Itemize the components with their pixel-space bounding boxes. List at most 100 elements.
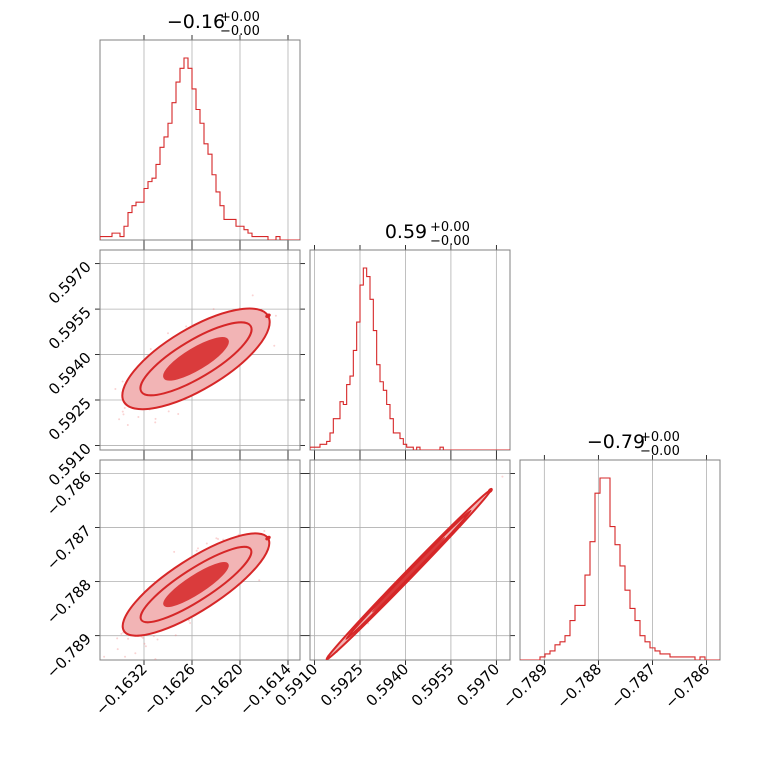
x-tick-label: −0.787 [607, 660, 659, 712]
sample-point [177, 413, 180, 416]
sample-point [152, 635, 155, 638]
contour-blob [265, 535, 271, 541]
param-title-err-minus: −0.00 [220, 24, 260, 39]
sample-point [167, 332, 169, 335]
histogram-panel-1: 0.59 +0.00−0.00 [309, 220, 511, 455]
param-title-1: 0.59 [385, 221, 427, 243]
scatter-panel-0-2 [95, 455, 305, 673]
y-tick-label: 0.5925 [45, 394, 95, 444]
sample-point [116, 637, 119, 640]
sample-point [149, 348, 152, 351]
histogram-line [100, 57, 300, 240]
contour-blob [487, 487, 493, 494]
sample-point [124, 655, 127, 658]
sample-point [121, 410, 124, 413]
scatter-content [319, 475, 504, 669]
sample-point [167, 410, 170, 413]
x-tick-label: −0.788 [553, 660, 605, 712]
y-tick-label: −0.787 [43, 522, 95, 574]
contour-inner [163, 562, 229, 608]
param-title-err-minus: −0.00 [640, 444, 680, 459]
sample-point [501, 475, 504, 478]
sample-point [273, 344, 276, 347]
sample-point [263, 529, 266, 532]
histogram-line [520, 477, 720, 660]
contour-blob [265, 313, 271, 319]
histogram-panel-0: −0.16+0.00−0.00 [99, 10, 301, 245]
sample-point [122, 413, 125, 416]
histogram-line [310, 267, 510, 450]
sample-point [215, 537, 218, 540]
x-tick-label: −0.786 [661, 660, 713, 712]
sample-point [123, 407, 126, 410]
y-tick-label: 0.5955 [45, 303, 95, 353]
param-title-0: −0.16 [167, 11, 225, 33]
panel-frame [309, 249, 511, 451]
sample-point [137, 416, 140, 419]
sample-point [258, 579, 261, 582]
panel-frame [519, 459, 721, 661]
sample-point [195, 549, 198, 552]
contour-inner [163, 337, 229, 381]
panel-frame [99, 249, 301, 451]
param-title-err-minus: −0.00 [430, 234, 470, 249]
sample-point [114, 387, 117, 390]
sample-point [189, 621, 192, 624]
sample-point [121, 380, 124, 383]
sample-point [154, 421, 157, 424]
sample-point [127, 637, 130, 640]
param-title-err-plus: +0.00 [220, 10, 260, 25]
scatter-panel-0-1 [95, 245, 305, 455]
x-tick-label: −0.1626 [140, 660, 199, 719]
sample-point [116, 648, 119, 651]
contour-inner [371, 536, 446, 613]
y-tick-label: −0.789 [43, 630, 95, 682]
param-title-value: −0.16 [167, 11, 225, 33]
sample-point [196, 547, 199, 550]
sample-point [205, 542, 208, 545]
sample-point [187, 619, 190, 622]
x-tick-label: −0.789 [499, 660, 551, 712]
sample-point [217, 538, 220, 541]
panel-frame [309, 459, 511, 661]
x-tick-label: 0.5955 [408, 660, 458, 710]
sample-point [120, 632, 123, 635]
sample-point [154, 658, 157, 660]
sample-point [115, 671, 117, 673]
param-title-err-plus: +0.00 [430, 220, 470, 235]
sample-point [174, 634, 177, 637]
scatter-content [95, 294, 277, 427]
x-tick-label: 0.5970 [453, 660, 503, 710]
x-tick-label: 0.5925 [317, 660, 367, 710]
sample-point [143, 642, 146, 645]
panel-frame [99, 39, 301, 241]
y-tick-label: 0.5970 [45, 258, 95, 308]
sample-point [185, 325, 188, 328]
sample-point [212, 308, 215, 311]
param-title-value: 0.59 [385, 221, 427, 243]
sample-point [134, 652, 137, 655]
sample-point [327, 659, 329, 660]
x-tick-label: −0.1620 [188, 660, 247, 719]
x-tick-label: 0.5940 [362, 660, 412, 710]
param-title-value: −0.79 [587, 431, 645, 453]
sample-point [126, 424, 129, 427]
y-tick-label: 0.5940 [45, 349, 95, 399]
param-title-err-plus: +0.00 [640, 430, 680, 445]
scatter-panel-1-2 [305, 455, 515, 669]
sample-point [251, 294, 254, 297]
sample-point [97, 633, 99, 635]
sample-point [320, 664, 322, 666]
sample-point [173, 550, 176, 553]
param-title-2: −0.79 [587, 431, 645, 453]
sample-point [144, 645, 147, 648]
x-tick-label: −0.1632 [92, 660, 151, 719]
panel-frame [99, 459, 301, 661]
sample-point [95, 413, 97, 415]
sample-point [274, 314, 277, 317]
sample-point [319, 667, 321, 669]
sample-point [118, 418, 121, 421]
sample-point [156, 638, 159, 641]
histogram-panel-2: −0.79+0.00−0.00 [519, 430, 721, 665]
sample-point [154, 417, 157, 420]
